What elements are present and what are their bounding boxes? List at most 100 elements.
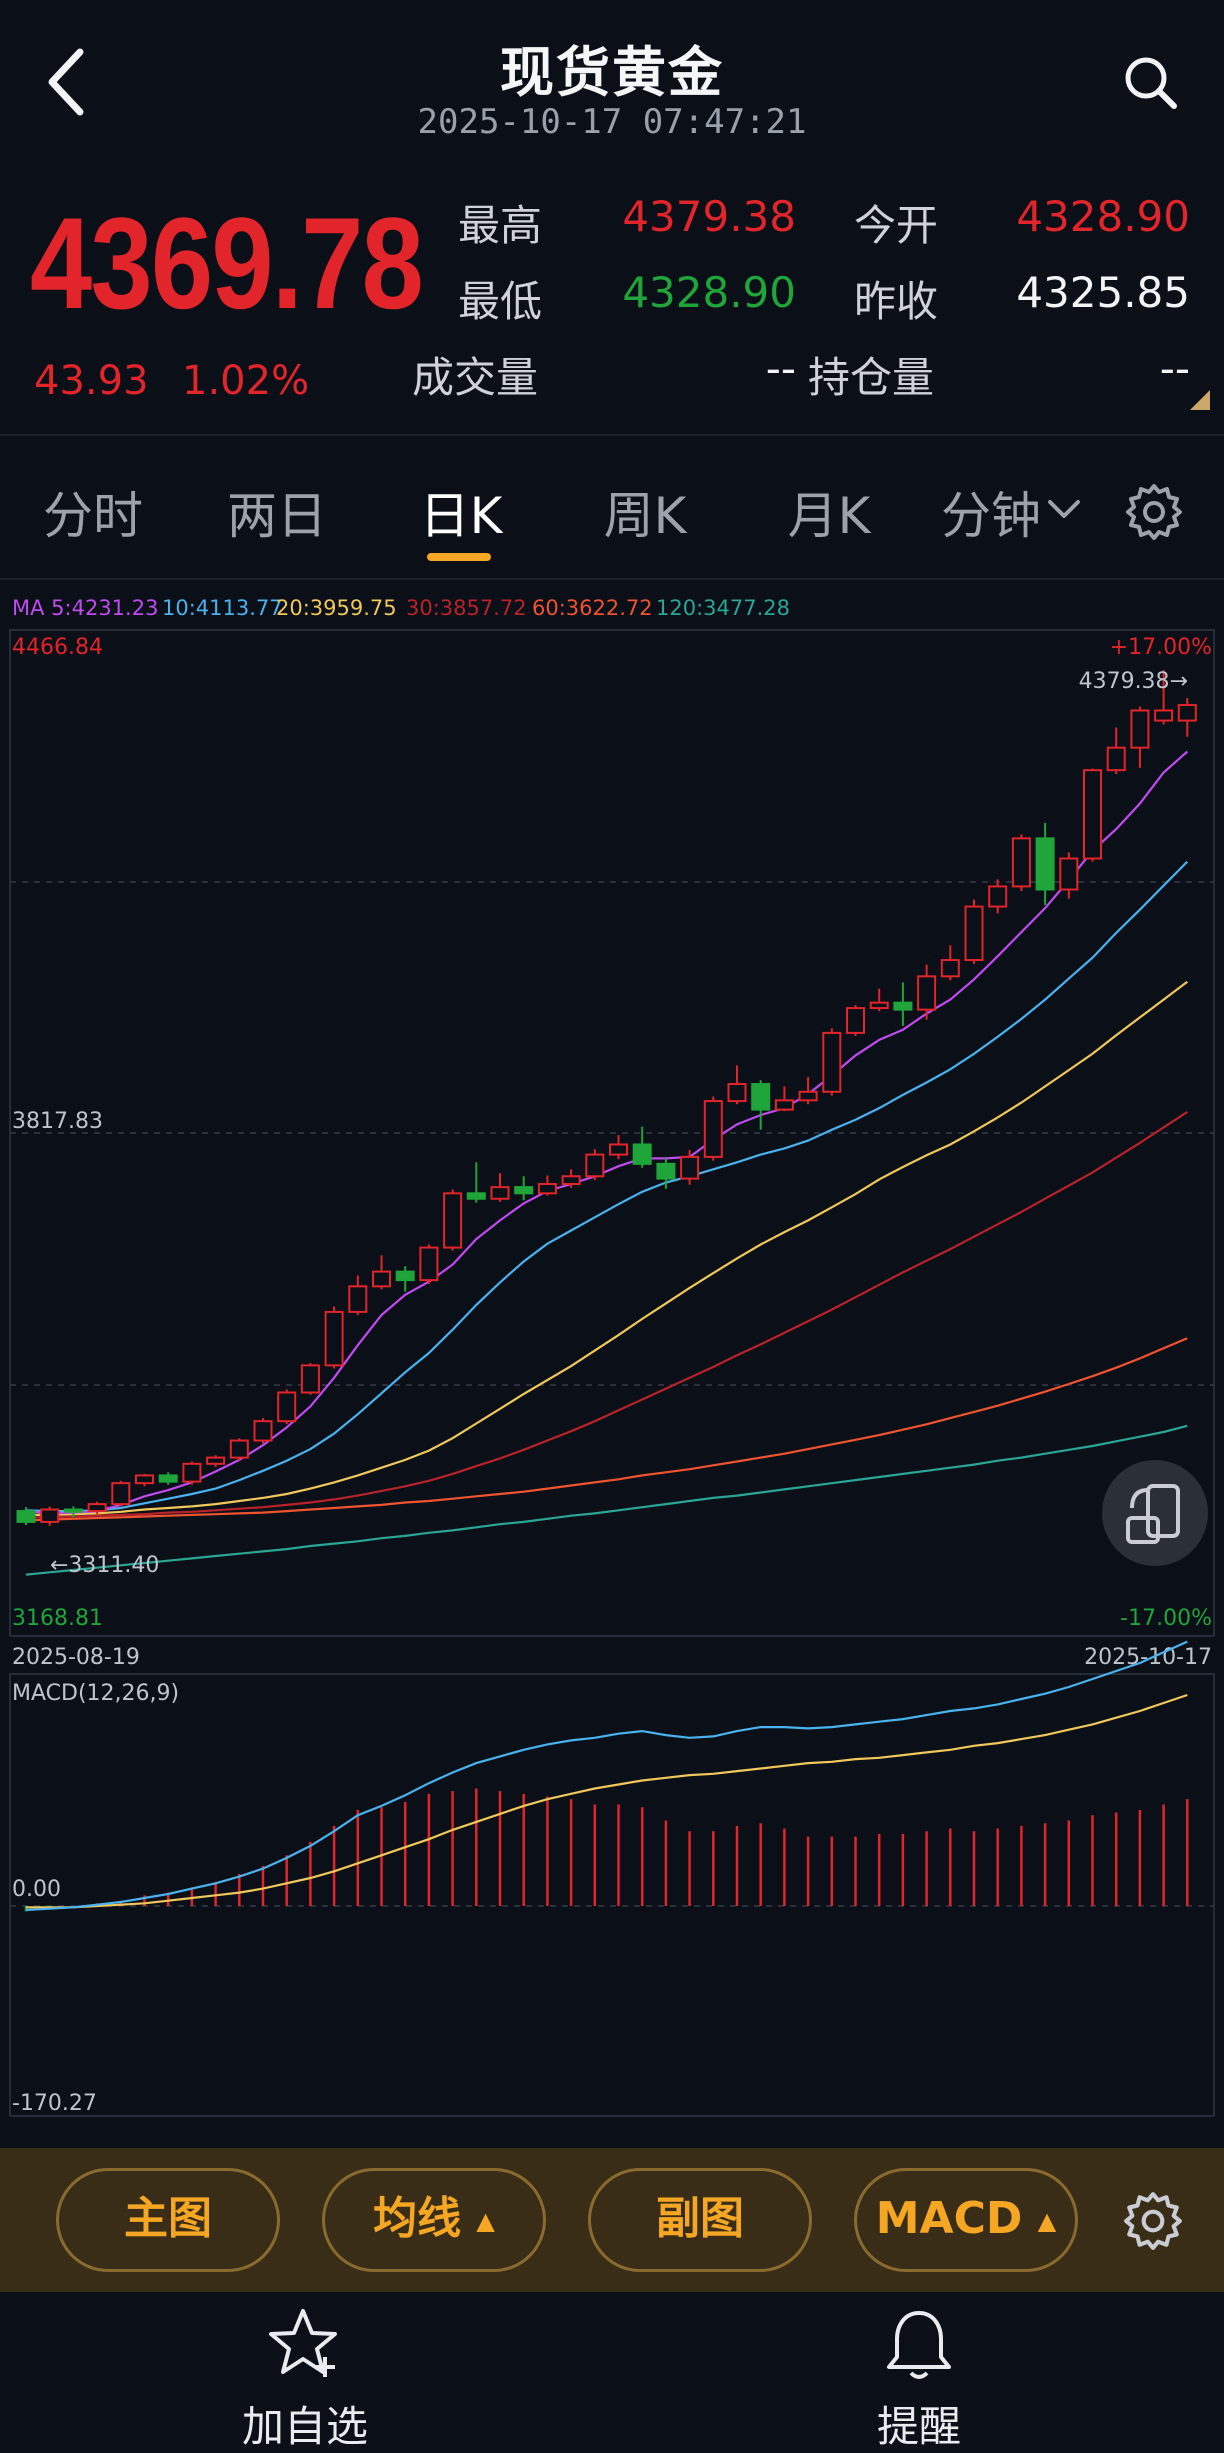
pct-max-label: +17.00% [1110,635,1212,660]
add-watchlist-button[interactable]: 加自选 [220,2305,390,2453]
ma60-line [25,1337,1188,1522]
high-price-marker: 4379.38→ [1079,669,1188,694]
candle-body [514,1186,534,1195]
candle-body [419,1246,439,1282]
tabs-divider [0,578,1224,580]
caret-up-icon: ▲ [1037,2207,1057,2235]
page-title: 现货黄金 [500,41,724,104]
star-plus-icon [269,2309,337,2377]
low-value: 4328.90 [622,268,796,317]
tab-minute[interactable]: 分钟 [941,487,1041,545]
open-label: 今开 [854,201,939,250]
quote-divider [0,434,1224,436]
header: 现货黄金 2025-10-17 07:47:21 [0,0,1224,160]
low-label: 最低 [458,277,543,326]
candle-body [774,1099,794,1111]
candle-body [1154,709,1174,722]
pct-min-label: -17.00% [1120,1606,1212,1631]
candle-body [964,905,984,962]
candle-body [87,1503,107,1513]
candle-body [917,975,937,1011]
candle-body [277,1391,297,1423]
rotate-screen-button[interactable] [1102,1460,1208,1566]
candle-body [229,1439,249,1459]
candle-body [395,1270,415,1282]
alert-button[interactable]: 提醒 [834,2305,1004,2453]
candle-body [253,1420,273,1442]
corner-indicator [1190,390,1210,410]
price-markers: 4379.38→ ←3311.40 [50,669,1188,1578]
candle-body [727,1083,747,1103]
high-value: 4379.38 [622,192,796,241]
toolbar-settings-button[interactable] [1122,2190,1184,2252]
high-label: 最高 [458,201,543,250]
y-mid-label: 3817.83 [12,1109,103,1134]
tab-weekly-k[interactable]: 周K [603,487,687,545]
open-interest-value: -- [1159,344,1190,393]
sub-chart-button[interactable]: 副图 [588,2168,812,2272]
candle-body [300,1364,320,1394]
candle-body [443,1192,463,1249]
gear-icon [1126,484,1182,540]
open-value: 4328.90 [1016,192,1190,241]
candle-body [466,1192,486,1200]
ma-legend-item: MA 5:4231.23 [12,596,158,620]
candle-body [40,1508,60,1523]
rotate-screen-icon [1126,1484,1180,1544]
macd-lines [25,1640,1188,1912]
candle-body [1130,709,1150,749]
candle-body [135,1474,154,1485]
candle-body [846,1007,865,1034]
candle-body [158,1474,178,1483]
macd-dea-line [26,1693,1188,1909]
macd-title: MACD(12,26,9) [12,1681,179,1706]
candle-body [1011,837,1031,888]
last-price: 4369.78 [30,190,424,336]
ma-button[interactable]: 均线 ▲ [322,2168,546,2272]
ma120-line [25,1424,1188,1576]
chart-settings-button[interactable] [1124,482,1184,542]
ma-legend-item: 60:3622.72 [532,596,653,620]
macd-button[interactable]: MACD ▲ [854,2168,1078,2272]
y-min-label: 3168.81 [12,1606,103,1631]
tab-two-day[interactable]: 两日 [227,487,327,545]
candle-body [182,1462,202,1483]
candle-body [324,1310,344,1367]
ma-legend-item: 120:3477.28 [656,596,790,620]
back-button[interactable] [38,42,98,122]
macd-dif-line [25,1640,1188,1912]
macd-histogram [24,1788,1189,1912]
candle-body [16,1510,36,1523]
ma-legend-item: 30:3857.72 [406,596,527,620]
main-chart-button[interactable]: 主图 [56,2168,280,2272]
ma30-line [26,1110,1188,1519]
candle-body [206,1456,226,1465]
tab-monthly-k[interactable]: 月K [787,487,871,545]
candle-body [656,1162,676,1180]
alert-label: 提醒 [876,2402,961,2451]
ma5-line [25,750,1189,1515]
tab-daily-k[interactable]: 日K [419,487,503,545]
candle-body [63,1508,83,1513]
price-change: 43.93 [34,358,149,404]
macd-zero-label: 0.00 [12,1877,61,1902]
x-start-label: 2025-08-19 [12,1645,140,1670]
caret-up-icon: ▲ [476,2207,495,2235]
tab-intraday[interactable]: 分时 [43,487,143,545]
add-watchlist-label: 加自选 [241,2402,368,2451]
candle-body [111,1482,131,1506]
candle-body [869,1001,889,1010]
candle-body [751,1083,771,1111]
ma-legend-item: 20:3959.75 [276,596,397,620]
y-max-label: 4466.84 [12,635,103,660]
candle-body [537,1183,557,1195]
search-button[interactable] [1120,52,1180,112]
candles [16,670,1197,1526]
ma10-line [25,860,1189,1513]
chevron-down-icon[interactable] [1044,494,1084,524]
bell-icon [887,2311,951,2379]
macd-min-label: -170.27 [12,2091,97,2116]
active-tab-indicator [427,553,491,561]
